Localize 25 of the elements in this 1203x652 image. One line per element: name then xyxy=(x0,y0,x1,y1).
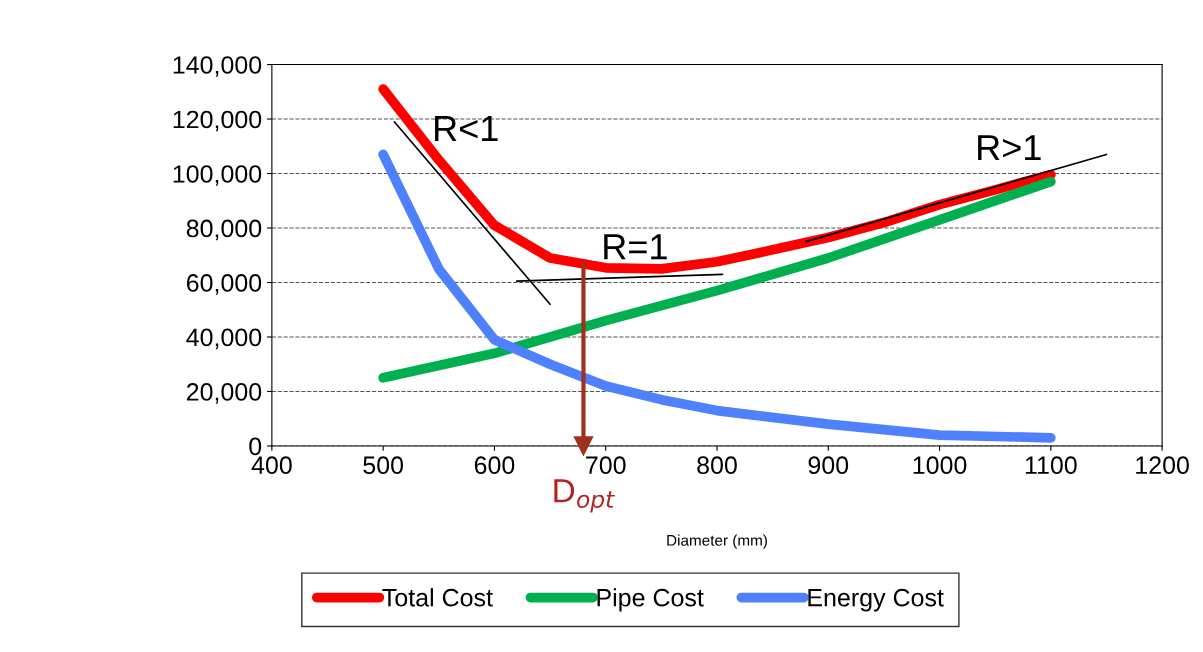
x-tick-label: 1100 xyxy=(1025,456,1077,475)
y-tick-label: 80,000 xyxy=(186,219,262,241)
annotation: R=1 xyxy=(604,234,667,260)
x-tick-label: 600 xyxy=(474,456,515,475)
x-tick-label: 500 xyxy=(363,456,404,475)
y-tick-label: 100,000 xyxy=(173,165,262,186)
x-tick-label: 1000 xyxy=(913,456,967,475)
x-tick-label: 400 xyxy=(251,456,292,475)
x-tick-label: 900 xyxy=(808,456,849,475)
y-tick-label: 0 xyxy=(249,437,262,456)
y-tick-label: 140,000 xyxy=(173,56,262,77)
legend-label: Energy Cost xyxy=(808,588,944,612)
ref-line-label: D$_{opt}$ xyxy=(554,479,615,513)
x-tick-label: 1200 xyxy=(1136,456,1189,475)
x-tick-label: 700 xyxy=(586,456,626,475)
annotation: R>1 xyxy=(978,135,1041,161)
annotation: R<1 xyxy=(435,116,498,141)
x-tick-label: 800 xyxy=(697,456,737,475)
y-tick-label: 120,000 xyxy=(173,110,262,132)
y-tick-label: 40,000 xyxy=(186,328,262,350)
y-tick-label: 20,000 xyxy=(186,383,262,404)
legend-label: Pipe Cost xyxy=(597,588,704,612)
x-axis-title: Diameter (mm) xyxy=(667,534,767,549)
legend-label: Total Cost xyxy=(382,588,493,607)
y-tick-label: 60,000 xyxy=(186,274,262,295)
